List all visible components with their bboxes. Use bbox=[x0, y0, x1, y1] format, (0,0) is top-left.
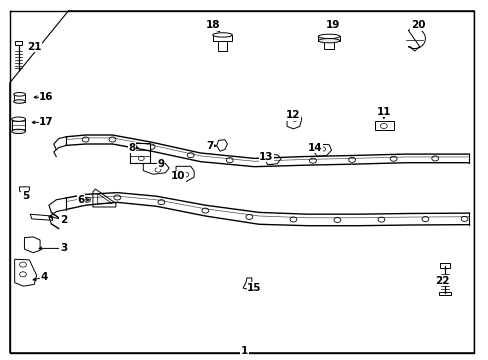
Polygon shape bbox=[407, 28, 425, 51]
Text: 5: 5 bbox=[22, 191, 29, 201]
Polygon shape bbox=[24, 237, 40, 253]
Polygon shape bbox=[143, 163, 169, 174]
Text: 17: 17 bbox=[39, 117, 54, 127]
Text: 13: 13 bbox=[259, 152, 273, 162]
Polygon shape bbox=[216, 140, 227, 151]
Text: 21: 21 bbox=[27, 42, 41, 52]
Text: 18: 18 bbox=[205, 20, 220, 30]
Polygon shape bbox=[93, 189, 116, 207]
Text: 19: 19 bbox=[325, 20, 339, 30]
Text: 12: 12 bbox=[285, 110, 300, 120]
Bar bbox=[324, 41, 333, 49]
Text: 11: 11 bbox=[376, 107, 390, 117]
Ellipse shape bbox=[12, 129, 25, 134]
Text: 3: 3 bbox=[60, 243, 67, 253]
Ellipse shape bbox=[318, 39, 339, 43]
Ellipse shape bbox=[318, 34, 339, 39]
Text: 7: 7 bbox=[206, 141, 214, 151]
Bar bbox=[12, 119, 25, 131]
Text: 2: 2 bbox=[60, 215, 67, 225]
Polygon shape bbox=[243, 278, 251, 289]
Ellipse shape bbox=[212, 33, 232, 37]
Bar bbox=[439, 263, 449, 268]
Text: 6: 6 bbox=[77, 195, 84, 205]
Text: 15: 15 bbox=[246, 283, 261, 293]
Polygon shape bbox=[286, 113, 301, 129]
Text: 4: 4 bbox=[40, 272, 48, 282]
Text: 20: 20 bbox=[410, 20, 425, 30]
Bar bbox=[129, 143, 150, 163]
Bar bbox=[374, 121, 393, 130]
Polygon shape bbox=[176, 166, 194, 182]
Text: 1: 1 bbox=[241, 346, 247, 356]
Text: 9: 9 bbox=[158, 159, 164, 169]
Ellipse shape bbox=[14, 93, 25, 96]
Text: 14: 14 bbox=[307, 143, 322, 153]
Polygon shape bbox=[312, 144, 331, 156]
Text: 10: 10 bbox=[171, 171, 185, 181]
Polygon shape bbox=[97, 193, 112, 203]
Polygon shape bbox=[264, 155, 281, 165]
Bar bbox=[15, 41, 22, 45]
Bar bbox=[212, 35, 232, 41]
Bar bbox=[217, 41, 227, 51]
Text: 22: 22 bbox=[434, 276, 449, 286]
Polygon shape bbox=[20, 187, 29, 194]
Polygon shape bbox=[30, 214, 53, 220]
Ellipse shape bbox=[12, 117, 25, 121]
Bar bbox=[438, 292, 450, 295]
Polygon shape bbox=[15, 259, 37, 286]
Text: 16: 16 bbox=[39, 92, 54, 102]
Bar bbox=[318, 36, 339, 41]
Ellipse shape bbox=[14, 100, 25, 103]
Bar bbox=[14, 94, 25, 102]
Text: 8: 8 bbox=[128, 143, 135, 153]
